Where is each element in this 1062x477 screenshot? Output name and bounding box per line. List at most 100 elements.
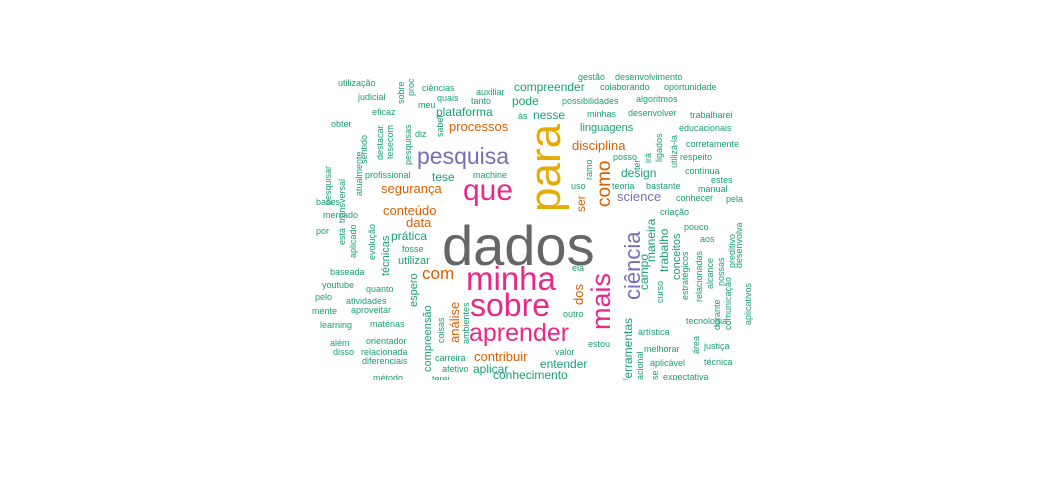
word-desenvolvimento: desenvolvimento — [615, 72, 683, 82]
word-carreira: carreira — [435, 353, 466, 363]
word-com: com — [422, 264, 454, 283]
word-utilizar: utilizar — [398, 255, 430, 267]
word-science: science — [617, 189, 661, 204]
word-auxiliar: auxiliar — [476, 87, 505, 97]
word-nacional: nacional — [635, 351, 645, 385]
word-algoritmos: algoritmos — [636, 94, 678, 104]
word-ser: ser — [574, 195, 588, 212]
word-conhecer: conhecer — [676, 193, 713, 203]
word-seguranca: segurança — [381, 181, 442, 196]
word-corretamente: corretamente — [686, 139, 739, 149]
word-tecnicas: técnicas — [380, 235, 392, 276]
word-meu: meu — [418, 100, 436, 110]
word-alem: além — [330, 338, 350, 348]
word-quanto: quanto — [366, 284, 394, 294]
word-sobre: sobre — [470, 287, 550, 323]
word-espero: espero — [408, 273, 420, 307]
word-mente: mente — [312, 306, 337, 316]
word-conhecimento: conhecimento — [493, 368, 568, 382]
word-destacar: destacar — [375, 125, 385, 160]
word-aproveitar: aproveitar — [351, 305, 391, 315]
word-pesquisar: pesquisar — [323, 166, 333, 205]
word-tese: tese — [432, 170, 455, 184]
word-educacionais: educacionais — [679, 123, 732, 133]
word-terei: terei — [432, 374, 450, 384]
word-bases: bases — [316, 197, 341, 207]
word-curso: curso — [655, 281, 665, 303]
word-alcance: alcance — [705, 258, 715, 289]
word-sentido: sentido — [359, 135, 369, 164]
word-pela: pela — [726, 194, 743, 204]
word-transversal: transversal — [337, 179, 347, 223]
word-plataforma: plataforma — [436, 105, 493, 119]
word-utilizacao: utilização — [338, 78, 376, 88]
word-conceitos: conceitos — [671, 233, 683, 280]
word-dos: dos — [571, 284, 586, 305]
word-esta: está — [337, 228, 347, 245]
word-machine: machine — [473, 170, 507, 180]
word-proc: proc — [406, 78, 416, 96]
word-oportunidade: oportunidade — [664, 82, 717, 92]
word-quais: quais — [437, 93, 459, 103]
word-tecnologia: tecnologia — [686, 316, 727, 326]
word-afetivo: afetivo — [442, 364, 469, 374]
word-youtube: youtube — [322, 280, 354, 290]
word-comunicacao: comunicação — [723, 277, 733, 330]
word-baseada: baseada — [330, 267, 365, 277]
word-nossas: nossas — [716, 257, 726, 286]
word-conteudo: conteúdo — [383, 203, 437, 218]
word-por: por — [316, 226, 329, 236]
word-como: como — [594, 161, 615, 207]
word-relacionada: relacionada — [361, 347, 408, 357]
word-metodo: método — [373, 373, 403, 383]
word-tanto: tanto — [471, 96, 491, 106]
word-disciplina: disciplina — [572, 138, 626, 153]
word-teoria: teoria — [612, 181, 635, 191]
word-analise: análise — [447, 302, 462, 343]
word-aplicativos: aplicativos — [743, 282, 753, 325]
word-pesquisa: pesquisa — [417, 143, 509, 169]
word-pode: pode — [512, 94, 539, 108]
word-as: às — [518, 111, 528, 121]
word-coisas: coisas — [436, 317, 446, 343]
word-justica: justiça — [703, 341, 730, 351]
word-diz: diz — [415, 129, 427, 139]
word-profissional: profissional — [365, 170, 411, 180]
word-aplicar: aplicar — [473, 362, 508, 376]
word-diferenciais: diferenciais — [362, 356, 408, 366]
word-maneira: maneira — [644, 218, 658, 262]
word-tecnica: técnica — [704, 357, 733, 367]
word-dados: dados — [442, 214, 595, 277]
word-aplicado: aplicado — [348, 224, 358, 258]
word-materias: matérias — [370, 319, 405, 329]
word-nesse: nesse — [533, 108, 565, 122]
word-expectativa: expectativa — [663, 372, 709, 382]
word-manual: manual — [698, 184, 728, 194]
word-pesquisas: pesquisas — [403, 124, 413, 165]
word-mercado: mercado — [323, 210, 358, 220]
word-estes: estes — [711, 175, 733, 185]
word-design: design — [621, 166, 656, 180]
word-atividades: atividades — [346, 296, 387, 306]
word-area: área — [691, 336, 701, 354]
word-pouco: pouco — [684, 222, 709, 232]
word-relacionadas: relacionadas — [694, 250, 704, 302]
word-atualmente: atualmente — [354, 151, 364, 196]
word-mais: mais — [586, 273, 616, 330]
word-durante: durante — [712, 299, 722, 330]
word-minha: minha — [466, 260, 557, 297]
word-ela: ela — [572, 263, 584, 273]
word-bastante: bastante — [646, 181, 681, 191]
word-estrategicos: estratégicos — [680, 251, 690, 300]
word-ira: irá — [643, 153, 653, 163]
word-judicial: judicial — [357, 92, 386, 102]
word-desenvolva: desenvolva — [734, 222, 744, 268]
word-tesecom: tesecom — [385, 125, 395, 159]
word-ciencia: ciência — [620, 231, 645, 300]
word-colaborando: colaborando — [600, 82, 650, 92]
word-criacao: criação — [660, 207, 689, 217]
word-desenvolver: desenvolver — [628, 108, 677, 118]
word-que: que — [463, 174, 513, 207]
word-data: data — [406, 215, 432, 230]
